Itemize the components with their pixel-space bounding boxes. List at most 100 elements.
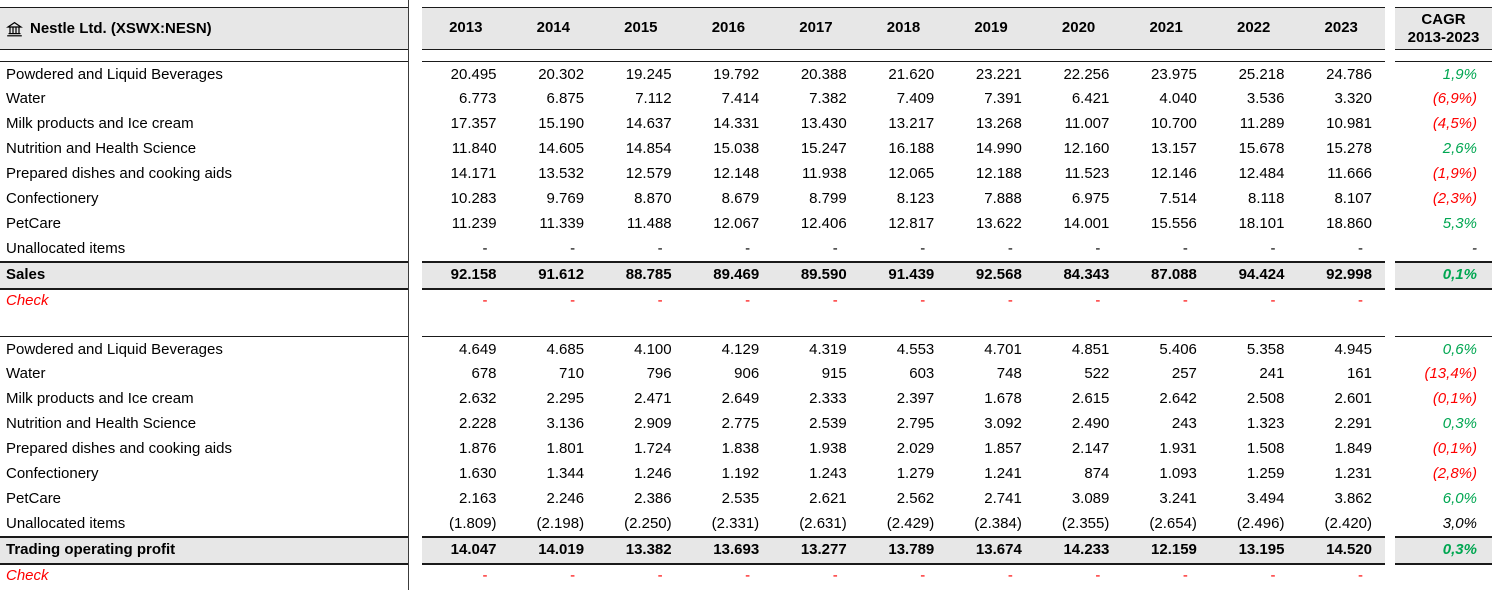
row-label: Check: [6, 567, 49, 584]
column-gap: [1385, 565, 1395, 589]
column-gap: [1385, 486, 1395, 511]
value-cell: (2.429): [886, 515, 935, 532]
value-cell: -: [570, 292, 576, 309]
row-label: Milk products and Ice cream: [6, 390, 194, 407]
value-cell: 3.136: [546, 415, 585, 432]
column-gap: [408, 61, 422, 87]
trading-operating-profit-section: Powdered and Liquid Beverages 4.649 4.685 4…: [0, 336, 1492, 589]
column-gap: [1385, 7, 1395, 50]
value-cell: 1.231: [1334, 465, 1372, 482]
row-values: 11.239 11.339 11.488 12.067 12.406 12.817 13.6…: [422, 211, 1385, 236]
column-gap: [1385, 86, 1395, 111]
value-cell: 22.256: [1063, 66, 1110, 83]
cagr-value-cell: 6,0%: [1442, 490, 1477, 507]
value-cell: 6.421: [1071, 90, 1110, 107]
row-label: Milk products and Ice cream: [6, 115, 194, 132]
data-row: PetCare 2.163 2.246 2.386 2.535 2.621 2.562 2.7…: [0, 486, 1492, 511]
value-cell: 6.875: [546, 90, 585, 107]
row-values: 14.171 13.532 12.579 12.148 11.938 12.065 12.1…: [422, 161, 1385, 186]
value-cell: 15.247: [800, 140, 847, 157]
value-cell: -: [745, 240, 751, 257]
cagr-value-cell: 0,3%: [1442, 415, 1477, 432]
value-cell: -: [1095, 567, 1101, 584]
value-cell: 14.171: [450, 165, 497, 182]
value-cell: 2.291: [1334, 415, 1372, 432]
data-row: Confectionery 10.283 9.769 8.870 8.679 8.799 8…: [0, 186, 1492, 211]
column-gap: [408, 186, 422, 211]
row-values: 4.649 4.685 4.100 4.129 4.319 4.553 4.701 4.851…: [422, 336, 1385, 362]
row-label: Powdered and Liquid Beverages: [0, 61, 408, 87]
check-row: Check - - - - - - - - - - -: [0, 565, 1492, 589]
value-cell: 14.854: [625, 140, 672, 157]
value-cell: 2.246: [546, 490, 585, 507]
column-gap: [408, 386, 422, 411]
row-label: Confectionery: [6, 465, 99, 482]
column-gap: [408, 361, 422, 386]
column-gap: [408, 111, 422, 136]
row-label: Nutrition and Health Science: [6, 415, 197, 432]
value-cell: 8.118: [1248, 190, 1285, 207]
cagr-value-cell: (6,9%): [1432, 90, 1477, 107]
value-cell: 13.532: [538, 165, 585, 182]
cagr-value-cell: (0,1%): [1432, 440, 1477, 457]
column-gap: [408, 7, 422, 50]
cagr-value-cell: [1395, 565, 1492, 589]
value-cell: 13.789: [888, 541, 935, 558]
cagr-value-cell: (0,1%): [1432, 390, 1477, 407]
column-gap: [1385, 61, 1395, 87]
value-cell: 522: [1084, 365, 1110, 382]
value-cell: 3.092: [984, 415, 1022, 432]
value-cell: 10.283: [450, 190, 497, 207]
value-cell: (2.496): [1236, 515, 1285, 532]
column-gap: [408, 486, 422, 511]
value-cell: (2.250): [624, 515, 672, 532]
value-cell: 11.007: [1064, 115, 1110, 132]
value-cell: 3.536: [1246, 90, 1285, 107]
value-cell: 2.632: [458, 390, 497, 407]
row-label: Nutrition and Health Science: [6, 140, 197, 157]
value-cell: -: [1095, 240, 1101, 257]
value-cell: 17.357: [450, 115, 497, 132]
value-cell: 1.876: [458, 440, 497, 457]
value-cell: 2.471: [634, 390, 672, 407]
value-cell: 23.975: [1151, 66, 1197, 83]
data-row: Confectionery 1.630 1.344 1.246 1.192 1.243 1.…: [0, 461, 1492, 486]
value-cell: 92.158: [450, 266, 497, 283]
column-gap: [408, 161, 422, 186]
value-cell: -: [1358, 292, 1363, 309]
section-spacer: [0, 314, 1492, 336]
value-cell: 7.409: [896, 90, 935, 107]
value-cell: 2.795: [896, 415, 935, 432]
value-cell: 4.685: [546, 341, 585, 358]
value-cell: 14.637: [625, 115, 672, 132]
value-cell: 8.870: [634, 190, 672, 207]
year-header: 2017: [799, 19, 833, 36]
value-cell: 13.217: [888, 115, 935, 132]
value-cell: 1.838: [721, 440, 760, 457]
value-cell: 161: [1346, 365, 1372, 382]
value-cell: -: [570, 240, 576, 257]
value-cell: -: [832, 240, 838, 257]
value-cell: 2.601: [1334, 390, 1372, 407]
cagr-value-cell: [1395, 290, 1492, 314]
value-cell: 4.129: [721, 341, 760, 358]
column-gap: [1385, 236, 1395, 261]
value-cell: 5.406: [1159, 341, 1197, 358]
column-gap: [1385, 186, 1395, 211]
value-cell: 13.195: [1238, 541, 1285, 558]
value-cell: -: [1358, 240, 1363, 257]
label-column-divider: [408, 0, 409, 590]
column-gap: [408, 436, 422, 461]
company-name: Nestle Ltd. (XSWX:NESN): [30, 20, 212, 37]
value-cell: (2.420): [1324, 515, 1372, 532]
column-gap: [1385, 261, 1395, 290]
value-cell: 10.700: [1151, 115, 1197, 132]
column-gap: [408, 565, 422, 589]
value-cell: 2.508: [1246, 390, 1285, 407]
value-cell: 2.621: [809, 490, 847, 507]
value-cell: 14.520: [1326, 541, 1372, 558]
value-cell: 4.040: [1159, 90, 1197, 107]
value-cell: 906: [734, 365, 760, 382]
company-header: Nestle Ltd. (XSWX:NESN): [0, 7, 408, 50]
column-gap: [1385, 436, 1395, 461]
